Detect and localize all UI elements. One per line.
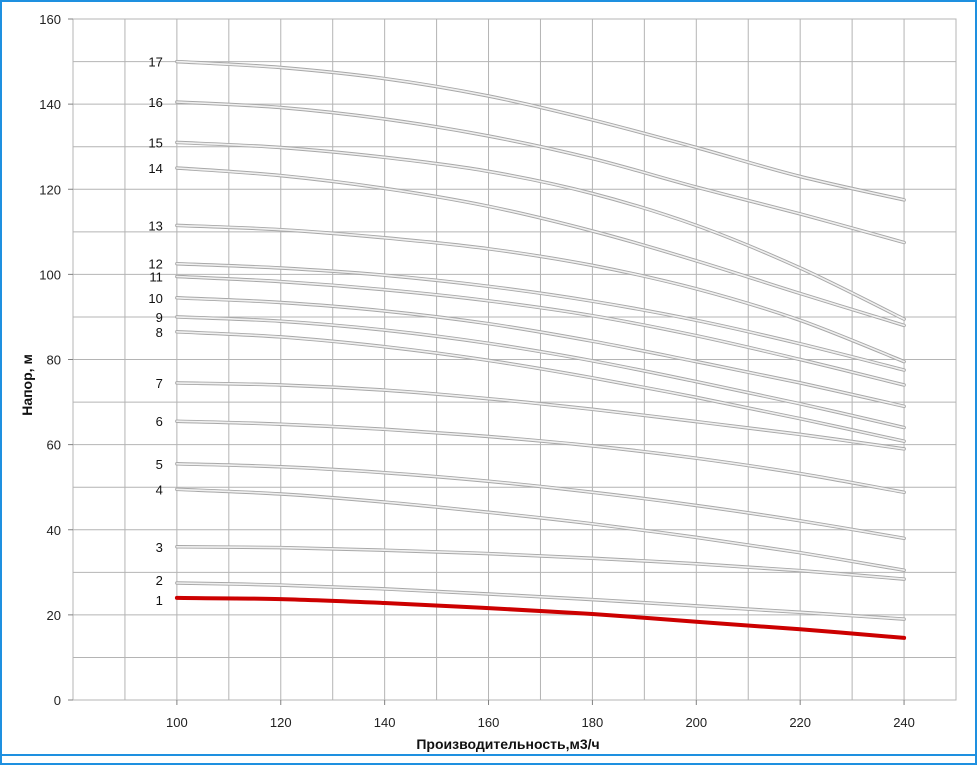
grid: [73, 18, 956, 700]
series-label-2: 2: [156, 573, 163, 588]
y-tick-label: 40: [47, 523, 61, 538]
y-tick-label: 80: [47, 353, 61, 368]
series-label-7: 7: [156, 376, 163, 391]
x-tick-label: 100: [166, 715, 188, 730]
series-label-6: 6: [156, 414, 163, 429]
series-label-1: 1: [156, 593, 163, 608]
y-tick-label: 140: [39, 97, 61, 112]
x-tick-label: 180: [582, 715, 604, 730]
series-label-16: 16: [148, 95, 162, 110]
y-tick-label: 100: [39, 267, 61, 282]
x-tick-label: 140: [374, 715, 396, 730]
series-label-9: 9: [156, 310, 163, 325]
x-tick-label: 220: [789, 715, 811, 730]
series-line-highlight-15: [176, 141, 905, 320]
series-line-highlight-14: [176, 167, 905, 327]
series-label-13: 13: [148, 218, 162, 233]
series-line-highlight-4: [176, 488, 905, 571]
x-tick-label: 160: [478, 715, 500, 730]
series-label-10: 10: [148, 291, 162, 306]
x-tick-label: 240: [893, 715, 915, 730]
y-tick-label: 120: [39, 182, 61, 197]
series-label-17: 17: [148, 55, 162, 70]
series-lines: [174, 59, 907, 640]
x-tick-labels: 100 120 140 160 180 200 220 240: [166, 700, 915, 730]
series-line-highlight-13: [176, 224, 905, 363]
y-axis-title: Напор, м: [19, 354, 35, 416]
series-line-highlight-17: [176, 60, 905, 201]
y-tick-label: 0: [54, 693, 61, 708]
series-label-15: 15: [148, 135, 162, 150]
y-tick-label: 60: [47, 438, 61, 453]
series-line-highlight-3: [176, 546, 905, 580]
series-line-highlight-5: [176, 463, 905, 540]
series-line-highlight-8: [176, 331, 905, 442]
series-label-12: 12: [148, 257, 162, 272]
series-line-highlight-11: [176, 275, 905, 386]
x-tick-label: 200: [685, 715, 707, 730]
series-label-14: 14: [148, 161, 162, 176]
x-tick-label: 120: [270, 715, 292, 730]
series-line-highlight-9: [176, 316, 905, 429]
series-label-5: 5: [156, 457, 163, 472]
y-tick-label: 160: [39, 12, 61, 27]
series-line-1: [174, 595, 907, 640]
series-label-11: 11: [149, 270, 163, 285]
series-label-8: 8: [156, 325, 163, 340]
x-axis-title: Производительность,м3/ч: [416, 736, 599, 752]
series-line-highlight-16: [176, 101, 905, 244]
series-line-highlight-10: [176, 297, 905, 408]
series-line-highlight-7: [176, 382, 905, 450]
y-tick-label: 20: [47, 608, 61, 623]
series-line-highlight-12: [176, 262, 905, 371]
series-label-4: 4: [156, 482, 163, 497]
series-line-highlight-2: [176, 582, 905, 620]
series-label-3: 3: [156, 540, 163, 555]
series-line-highlight-6: [176, 420, 905, 494]
y-tick-labels: 0 20 40 60 80 100 120 140 160: [39, 12, 73, 708]
